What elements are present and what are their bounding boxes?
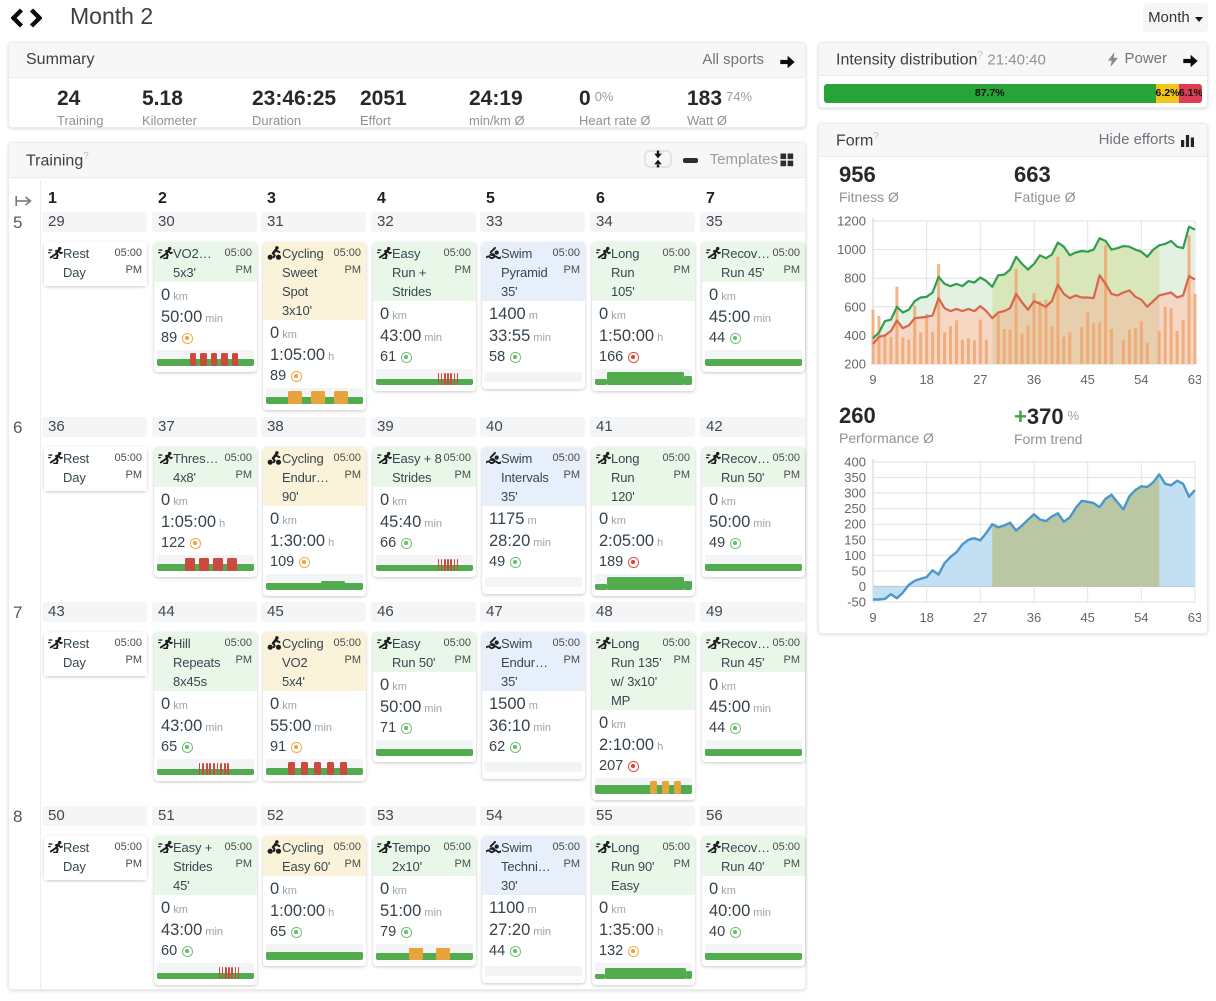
svg-text:45: 45 [1080, 610, 1094, 625]
svg-text:54: 54 [1134, 610, 1148, 625]
svg-text:800: 800 [844, 271, 866, 286]
svg-text:36: 36 [1027, 372, 1041, 387]
svg-text:0: 0 [859, 579, 866, 594]
svg-text:63: 63 [1188, 610, 1201, 625]
svg-text:250: 250 [844, 501, 866, 516]
svg-text:18: 18 [919, 610, 933, 625]
svg-text:18: 18 [919, 372, 933, 387]
svg-text:27: 27 [973, 372, 987, 387]
svg-text:45: 45 [1080, 372, 1094, 387]
svg-text:54: 54 [1134, 372, 1148, 387]
svg-text:200: 200 [844, 517, 866, 532]
svg-text:63: 63 [1188, 372, 1201, 387]
svg-text:400: 400 [844, 328, 866, 343]
svg-text:36: 36 [1027, 610, 1041, 625]
svg-text:-50: -50 [847, 595, 866, 610]
svg-text:150: 150 [844, 532, 866, 547]
svg-text:9: 9 [869, 610, 876, 625]
svg-text:1200: 1200 [837, 214, 866, 229]
svg-text:1000: 1000 [837, 242, 866, 257]
svg-text:300: 300 [844, 486, 866, 501]
svg-text:9: 9 [869, 372, 876, 387]
svg-text:350: 350 [844, 470, 866, 485]
svg-text:400: 400 [844, 455, 866, 470]
svg-text:50: 50 [852, 563, 866, 578]
svg-text:600: 600 [844, 299, 866, 314]
svg-text:100: 100 [844, 548, 866, 563]
svg-text:200: 200 [844, 357, 866, 372]
svg-text:27: 27 [973, 610, 987, 625]
